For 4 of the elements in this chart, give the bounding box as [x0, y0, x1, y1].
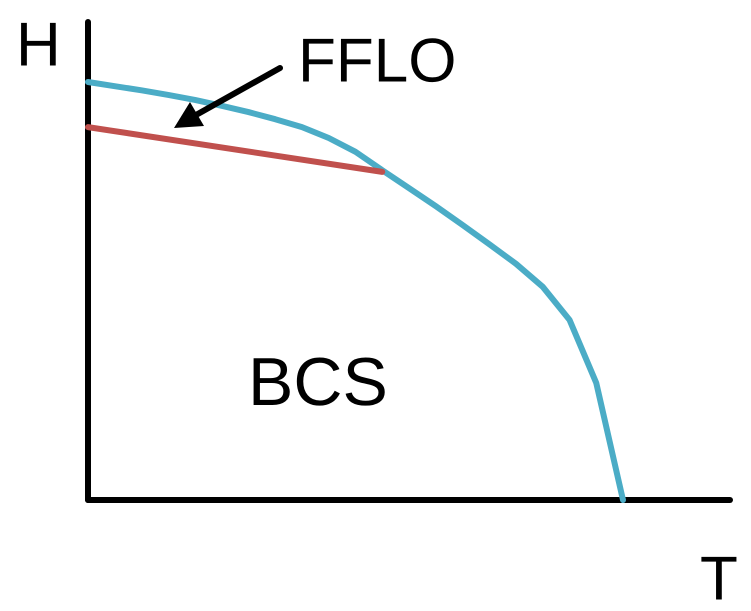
y-axis-title: H: [16, 10, 61, 80]
annotation: FFLO: [298, 26, 456, 96]
x-axis-title: T: [700, 544, 738, 611]
annotation: BCS: [248, 344, 388, 420]
